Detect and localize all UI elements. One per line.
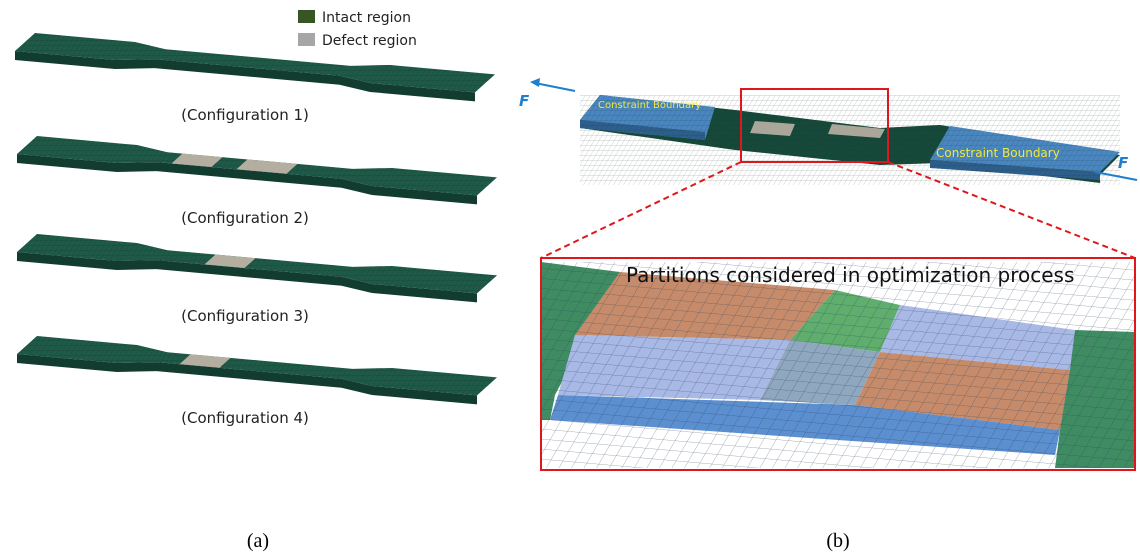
specimen bbox=[17, 136, 497, 204]
configuration-label: (Configuration 4) bbox=[181, 409, 309, 427]
configuration-label: (Configuration 3) bbox=[181, 307, 309, 325]
legend-swatch bbox=[298, 10, 315, 23]
configuration-label: (Configuration 1) bbox=[181, 106, 309, 124]
panel-a: (Configuration 1) (Configuration 2) (Confi… bbox=[15, 33, 497, 427]
legend-label: Defect region bbox=[322, 33, 417, 49]
specimen-b: Constraint Boundary Constraint Boundary bbox=[580, 95, 1120, 185]
configuration-label: (Configuration 2) bbox=[181, 209, 309, 227]
specimen bbox=[15, 33, 495, 101]
force-label: F bbox=[1118, 154, 1129, 172]
boundary-label: Constraint Boundary bbox=[598, 100, 701, 111]
panel-b: Partitions considered in optimization pr… bbox=[519, 78, 1137, 470]
figure: (Configuration 1) (Configuration 2) (Confi… bbox=[0, 0, 1140, 557]
boundary-label: Constraint Boundary bbox=[936, 146, 1060, 160]
caption: (a) bbox=[247, 530, 269, 552]
caption: (b) bbox=[826, 530, 849, 552]
zoom-title: Partitions considered in optimization pr… bbox=[626, 263, 1074, 287]
force-label: F bbox=[519, 92, 530, 110]
legend-swatch bbox=[298, 33, 315, 46]
zoom-view: Partitions considered in optimization pr… bbox=[541, 258, 1135, 470]
specimen bbox=[17, 336, 497, 404]
specimen bbox=[17, 234, 497, 302]
legend-label: Intact region bbox=[322, 10, 411, 26]
